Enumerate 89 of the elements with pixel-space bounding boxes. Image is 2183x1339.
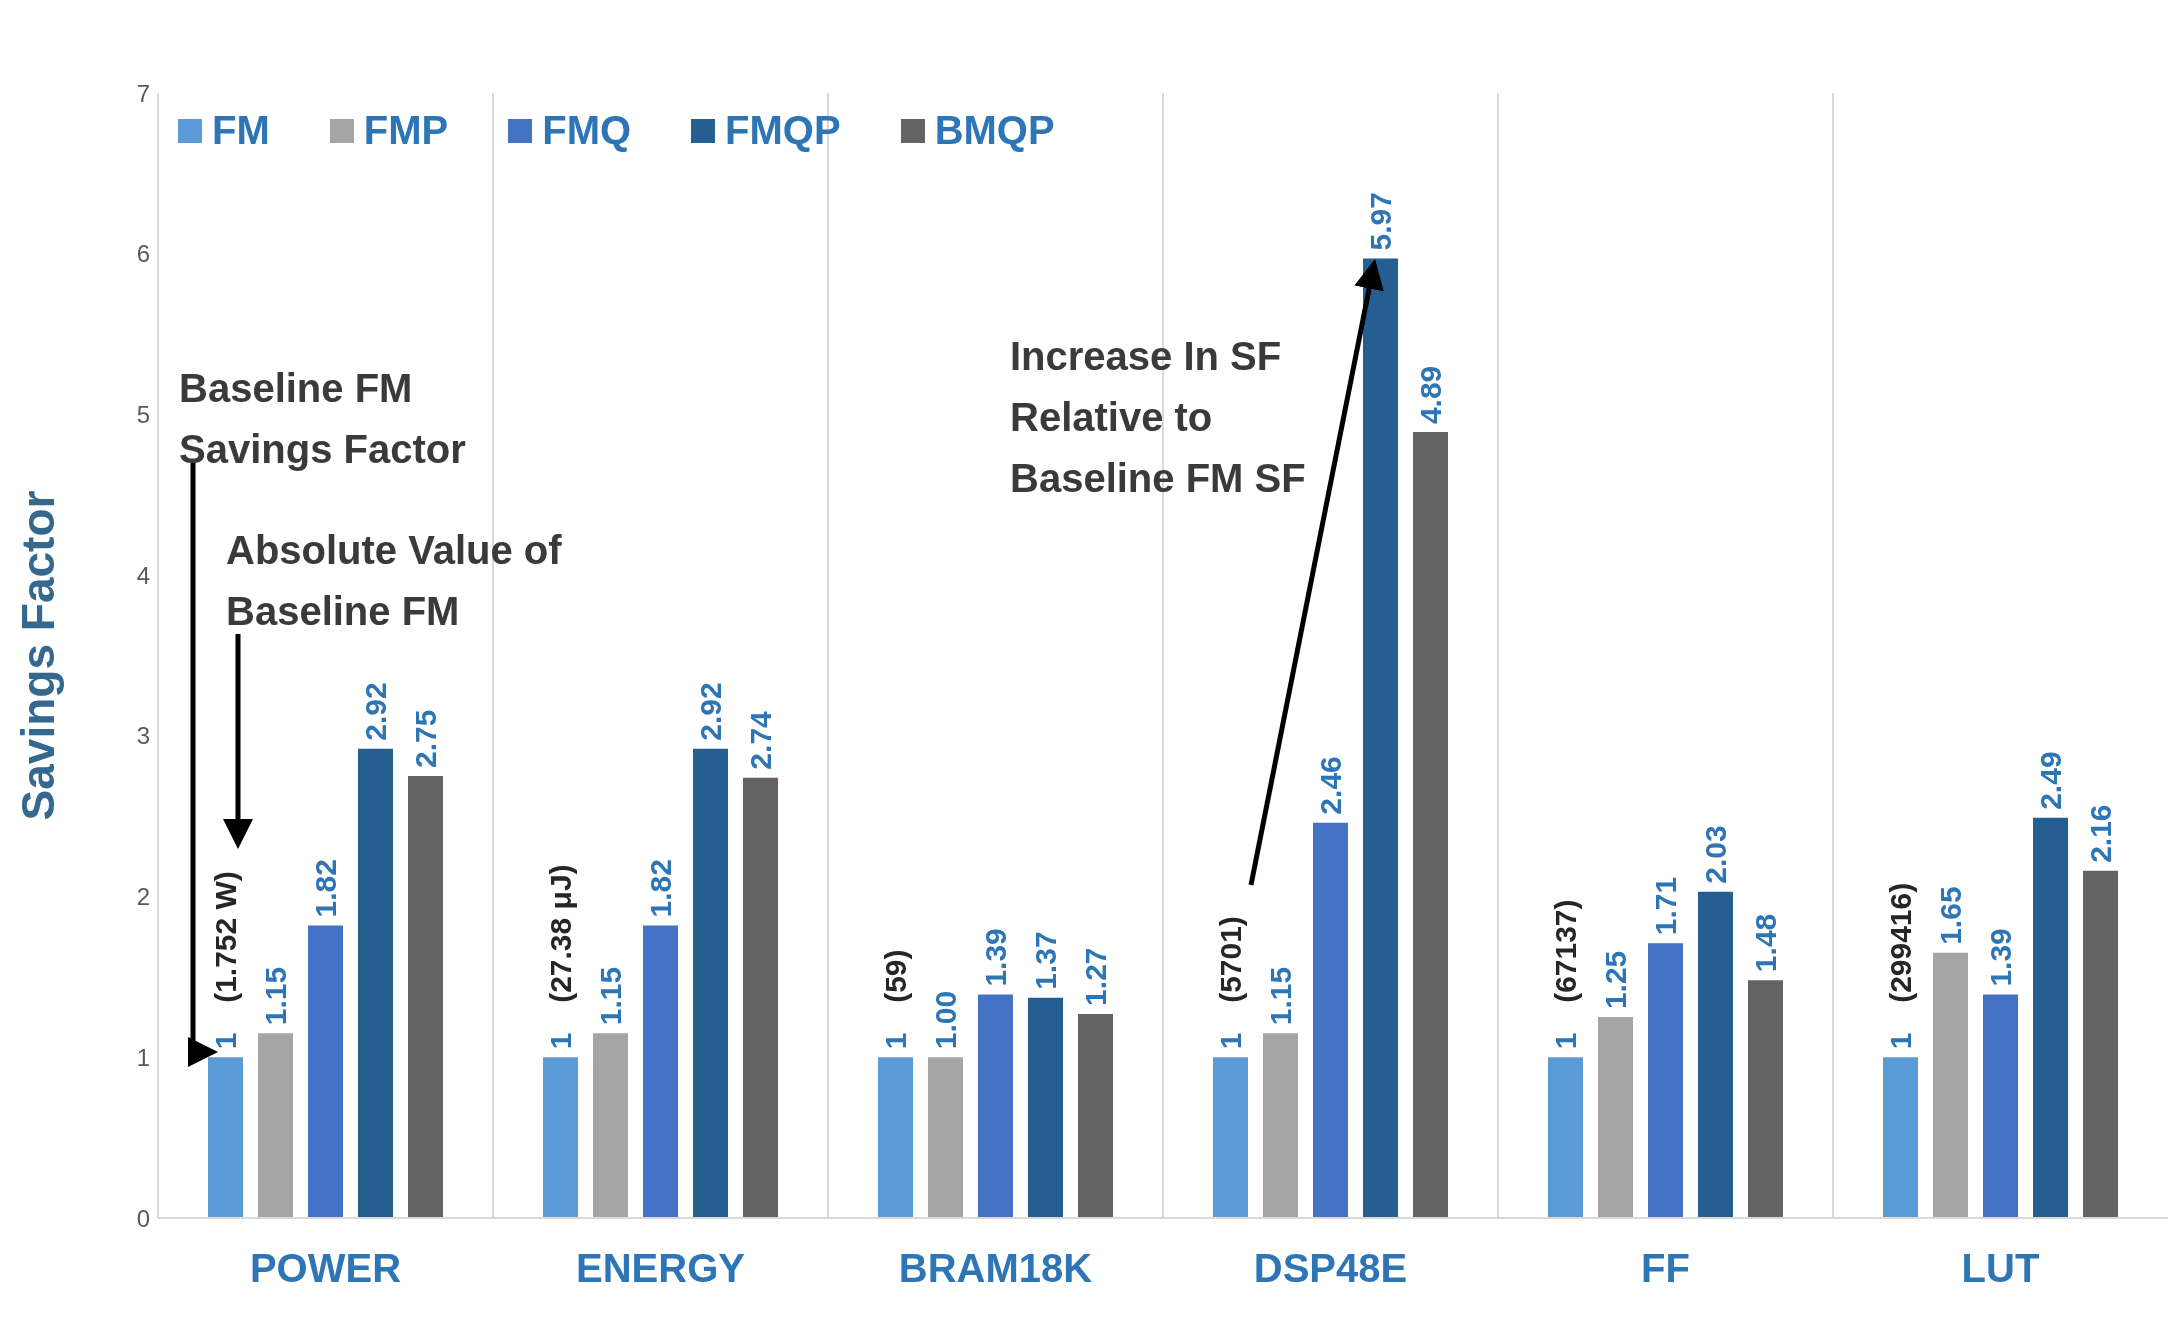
data-label: 1.82	[644, 859, 677, 918]
bar	[1313, 822, 1348, 1218]
bar	[1748, 980, 1783, 1218]
data-label: 1.00	[929, 990, 962, 1050]
bar	[1263, 1033, 1298, 1218]
data-label: 1	[879, 1032, 912, 1050]
annotation: Baseline FM Savings Factor	[179, 365, 467, 473]
bar	[1028, 997, 1063, 1218]
bar	[643, 925, 678, 1218]
data-label: 1.15	[1264, 966, 1297, 1026]
data-label: 2.74	[744, 710, 777, 770]
y-axis-title: Savings Factor	[12, 490, 65, 821]
data-label: 1	[1549, 1032, 1582, 1050]
bar	[928, 1057, 963, 1218]
data-label: 1	[1884, 1032, 1917, 1050]
data-label: 1	[544, 1032, 577, 1050]
data-label: 1.37	[1029, 931, 1062, 990]
bar	[593, 1033, 628, 1218]
bar	[1983, 994, 2018, 1218]
y-tick-label: 7	[136, 79, 150, 107]
data-label: 2.92	[359, 682, 392, 741]
data-label: 1	[209, 1032, 242, 1050]
data-label: 1.15	[594, 966, 627, 1026]
legend-label: FMQ	[542, 108, 632, 153]
data-label: 1.25	[1599, 950, 1632, 1010]
annotation: (5701)	[1214, 916, 1247, 1003]
data-label: 1.48	[1749, 913, 1782, 973]
bar	[1648, 943, 1683, 1218]
bar	[543, 1057, 578, 1218]
data-label: 2.03	[1699, 825, 1732, 884]
bar	[978, 994, 1013, 1218]
bar	[1413, 432, 1448, 1218]
bar	[693, 748, 728, 1218]
bar	[1548, 1057, 1583, 1218]
y-tick-label: 2	[136, 883, 150, 911]
legend-label: FMQP	[725, 108, 841, 153]
x-tick-label: BRAM18K	[898, 1246, 1093, 1291]
data-label: 1.65	[1934, 886, 1967, 945]
bar	[1078, 1013, 1113, 1218]
data-label: 1	[1214, 1032, 1247, 1050]
bar	[408, 776, 443, 1218]
bar	[878, 1057, 913, 1218]
x-tick-label: DSP48E	[1253, 1246, 1408, 1291]
y-tick-label: 6	[136, 240, 150, 268]
annotation: (59)	[879, 949, 912, 1003]
x-tick-label: ENERGY	[576, 1246, 746, 1291]
bar	[358, 748, 393, 1218]
bar	[2083, 870, 2118, 1218]
legend-label: FM	[212, 108, 270, 153]
annotation: (67137)	[1549, 899, 1582, 1003]
x-tick-label: LUT	[1961, 1246, 2040, 1291]
data-label: 2.75	[409, 709, 442, 769]
y-tick-label: 3	[136, 722, 150, 750]
data-label: 2.92	[694, 682, 727, 741]
y-tick-label: 0	[136, 1204, 150, 1232]
data-label: 1.39	[979, 928, 1012, 987]
data-label: 2.49	[2034, 751, 2067, 810]
bar	[743, 777, 778, 1218]
bar	[2033, 817, 2068, 1218]
data-label: 1.27	[1079, 947, 1112, 1006]
y-tick-label: 1	[136, 1043, 150, 1071]
bar	[308, 925, 343, 1218]
legend-label: FMP	[363, 108, 449, 153]
y-tick-label: 5	[136, 400, 150, 428]
bar	[208, 1057, 243, 1218]
data-label: 1.39	[1984, 928, 2017, 987]
data-label: 1.71	[1649, 876, 1682, 936]
annotation: Absolute Value of Baseline FM	[226, 527, 563, 635]
data-label: 4.89	[1414, 365, 1447, 425]
data-label: 1.82	[309, 859, 342, 918]
legend-label: BMQP	[934, 108, 1055, 153]
bar	[258, 1033, 293, 1218]
x-tick-label: FF	[1641, 1246, 1690, 1291]
annotation: (299416)	[1884, 882, 1917, 1003]
data-label: 2.46	[1314, 756, 1347, 815]
bar	[1698, 891, 1733, 1218]
bar	[1933, 952, 1968, 1218]
annotation: (1.752 W)	[209, 871, 242, 1003]
bar	[1883, 1057, 1918, 1218]
bar	[1213, 1057, 1248, 1218]
bar	[1363, 258, 1398, 1218]
data-label: 2.16	[2084, 804, 2117, 863]
data-label: 5.97	[1364, 192, 1397, 251]
annotation: (27.38 μJ)	[544, 864, 577, 1003]
annotation: Increase In SF Relative to Baseline FM SF	[1010, 333, 1307, 502]
x-tick-label: POWER	[249, 1246, 402, 1291]
data-label: 1.15	[259, 966, 292, 1026]
y-tick-label: 4	[136, 561, 150, 589]
bar	[1598, 1017, 1633, 1218]
